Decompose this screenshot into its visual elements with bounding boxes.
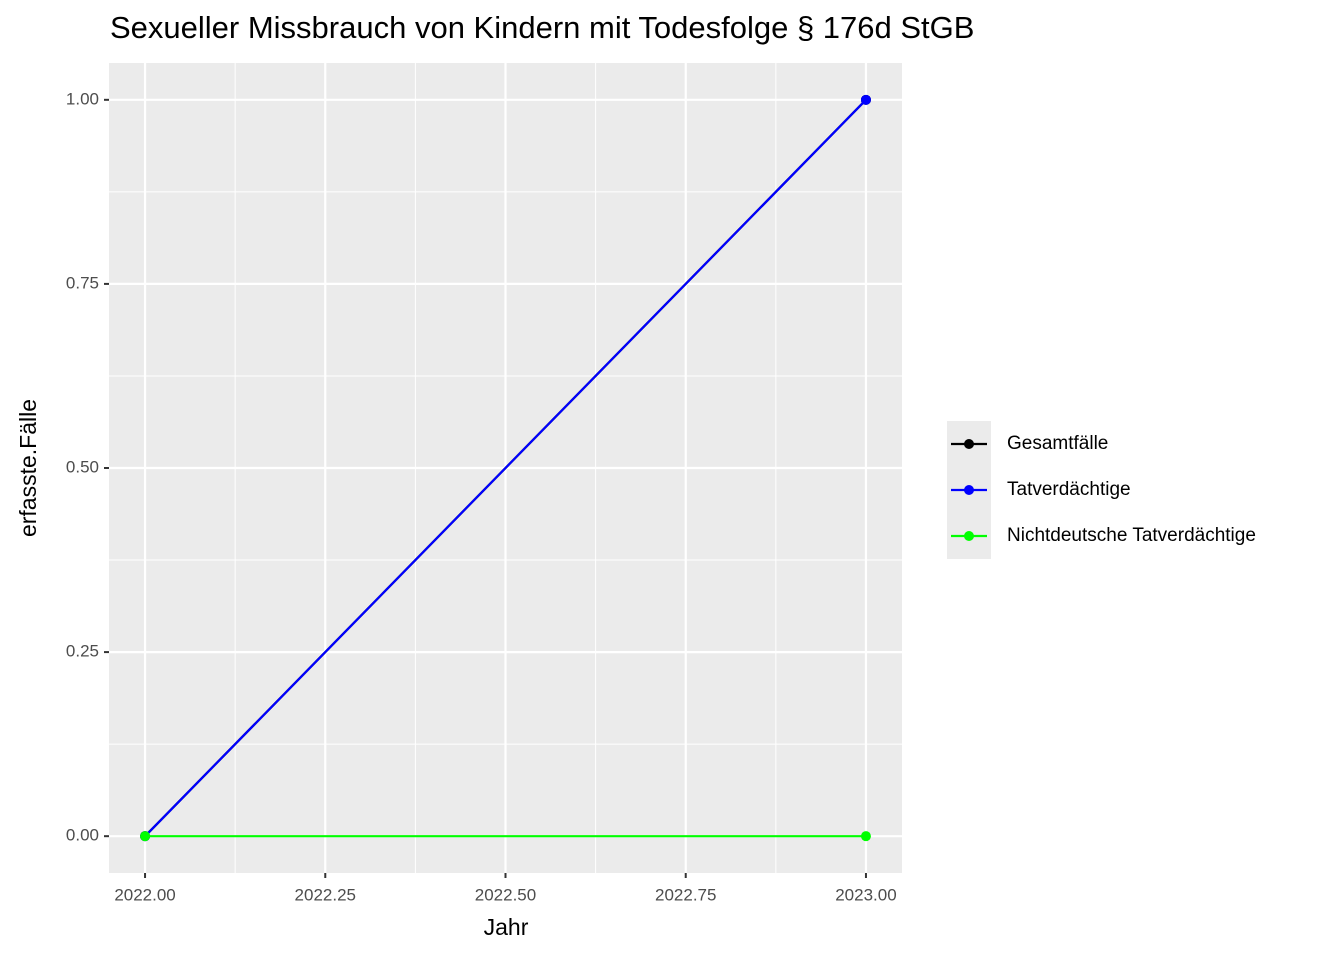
chart-title: Sexueller Missbrauch von Kindern mit Tod…: [110, 10, 974, 45]
series-line: [144, 99, 867, 837]
x-tick-label: 2022.75: [655, 885, 716, 904]
x-tick-label: 2022.50: [475, 885, 536, 904]
x-tick-label: 2023.00: [835, 885, 896, 904]
x-tick-label: 2022.25: [295, 885, 356, 904]
x-tick-label: 2022.00: [114, 885, 175, 904]
y-tick-label: 0.50: [66, 457, 99, 476]
data-point: [140, 831, 151, 842]
y-tick-label: 1.00: [66, 89, 99, 108]
y-tick-label: 0.00: [66, 826, 99, 845]
legend-label: Tatverdächtige: [1007, 479, 1131, 500]
legend-label: Gesamtfälle: [1007, 433, 1108, 454]
data-point: [860, 94, 871, 105]
y-tick-label: 0.25: [66, 642, 99, 661]
data-point: [860, 831, 871, 842]
y-axis-title: erfasste.Fälle: [15, 399, 41, 537]
legend-key-point: [964, 485, 974, 495]
y-tick-label: 0.75: [66, 273, 99, 292]
legend-key-point: [964, 439, 974, 449]
x-axis-title: Jahr: [484, 914, 529, 940]
legend-key-point: [964, 531, 974, 541]
legend-label: Nichtdeutsche Tatverdächtige: [1007, 525, 1256, 546]
